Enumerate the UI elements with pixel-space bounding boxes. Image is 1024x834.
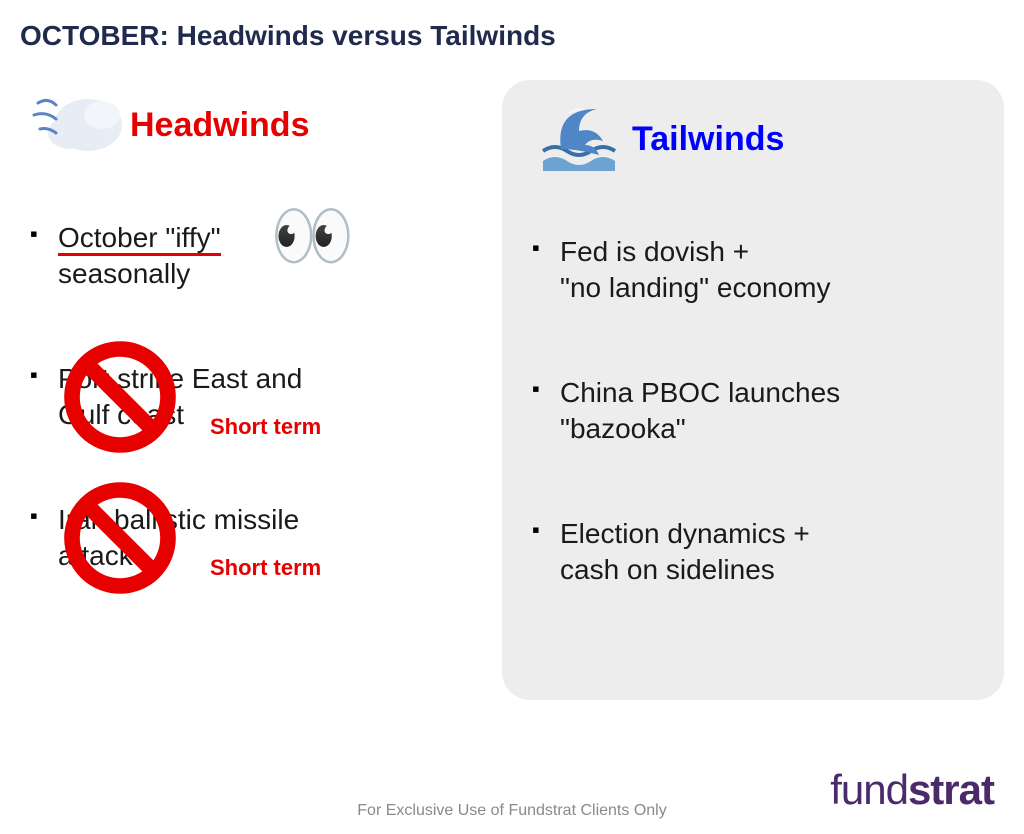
tailwinds-item-2: Election dynamics + cash on sidelines — [532, 516, 974, 589]
tailwinds-item-1-line1: China PBOC launches — [560, 377, 840, 408]
headwinds-header: Headwinds — [30, 80, 472, 170]
tailwinds-list: Fed is dovish + "no landing" economy Chi… — [532, 234, 974, 588]
tailwinds-item-0-line2: "no landing" economy — [560, 272, 831, 303]
headwinds-item-0-line1: October "iffy" — [58, 222, 221, 256]
tailwinds-column: Tailwinds Fed is dovish + "no landing" e… — [502, 80, 1004, 700]
headwinds-title: Headwinds — [130, 106, 309, 145]
eyes-icon: 👀 — [270, 202, 355, 270]
two-column-layout: Headwinds October "iffy" seasonally 👀 Po… — [0, 80, 1024, 700]
headwinds-item-2-line1: Iran ballistic missile — [58, 504, 299, 535]
tailwinds-item-1-line2: "bazooka" — [560, 413, 686, 444]
short-term-label-1: Short term — [210, 413, 321, 442]
tailwinds-item-2-line1: Election dynamics + — [560, 518, 810, 549]
headwinds-column: Headwinds October "iffy" seasonally 👀 Po… — [0, 80, 502, 700]
wave-icon — [532, 94, 632, 184]
logo-bold: strat — [908, 766, 994, 813]
headwinds-item-1-line1: Port strike East and — [58, 363, 302, 394]
wind-cloud-icon — [30, 80, 130, 170]
headwinds-item-1-line2: Gulf coast — [58, 399, 184, 430]
headwinds-item-1: Port strike East and Gulf coast Short te… — [30, 361, 472, 434]
headwinds-item-0: October "iffy" seasonally 👀 — [30, 220, 472, 293]
page-title: OCTOBER: Headwinds versus Tailwinds — [20, 20, 556, 52]
tailwinds-item-2-line2: cash on sidelines — [560, 554, 775, 585]
headwinds-item-2: Iran ballistic missile attack Short term — [30, 502, 472, 575]
fundstrat-logo: fundstrat — [830, 766, 994, 814]
tailwinds-title: Tailwinds — [632, 120, 784, 159]
headwinds-list: October "iffy" seasonally 👀 Port strike … — [30, 220, 472, 574]
tailwinds-item-0: Fed is dovish + "no landing" economy — [532, 234, 974, 307]
headwinds-item-2-line2: attack — [58, 540, 133, 571]
tailwinds-header: Tailwinds — [532, 94, 974, 184]
headwinds-item-0-line2: seasonally — [58, 258, 190, 289]
short-term-label-2: Short term — [210, 554, 321, 583]
tailwinds-item-1: China PBOC launches "bazooka" — [532, 375, 974, 448]
tailwinds-item-0-line1: Fed is dovish + — [560, 236, 749, 267]
logo-light: fund — [830, 766, 908, 813]
